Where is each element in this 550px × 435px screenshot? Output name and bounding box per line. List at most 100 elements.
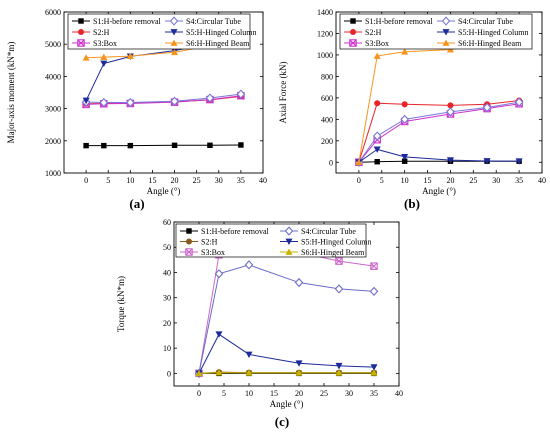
x-tick-label: 0 [357, 176, 361, 185]
data-point [446, 157, 454, 164]
panel-label: (b) [404, 196, 420, 211]
legend-box [67, 13, 251, 50]
series-line [358, 103, 520, 163]
series-line [358, 31, 520, 163]
legend-item: S3:Box [72, 39, 117, 48]
x-tick-label: 15 [148, 176, 156, 185]
y-tick-label: 50 [163, 243, 171, 252]
y-tick-label: 800 [321, 72, 333, 81]
series-group [195, 369, 378, 377]
legend-label: S3:Box [201, 248, 225, 257]
data-point [482, 102, 492, 113]
series-line [198, 333, 375, 374]
data-point [170, 96, 179, 106]
data-point [401, 48, 409, 55]
plot-frame [173, 221, 400, 387]
y-tick-label: 1000 [317, 51, 333, 60]
data-point [369, 286, 379, 297]
data-point [335, 369, 343, 376]
chart-panel: 0 5 10 15 20 25 30 35 40 0 10 20 30 40 50 60 Angle (°) To… [116, 218, 403, 409]
x-tick-label: 20 [446, 176, 454, 185]
x-tick-label: 40 [538, 176, 546, 185]
legend-marker [185, 248, 193, 256]
legend-item: S1:H-before removal [72, 17, 162, 26]
data-point [373, 146, 381, 153]
x-axis-title: Angle (°) [147, 186, 181, 196]
legend-label: S1:H-before removal [365, 17, 434, 26]
y-tick-label: 1400 [317, 8, 333, 17]
legend-marker [349, 39, 357, 47]
y-tick-label: 0 [167, 369, 171, 378]
legend-marker [170, 39, 178, 46]
data-point [446, 107, 455, 117]
x-tick-label: 5 [106, 176, 110, 185]
x-tick-label: 5 [222, 389, 226, 398]
legend-label: S6:H-Hinged Beam [186, 39, 250, 48]
legend-label: S5:H-Hinged Column [301, 238, 371, 247]
data-point [515, 158, 523, 165]
legend-item: S1:H-before removal [344, 17, 434, 26]
y-axis-title: Major-axis moment (kN*m) [6, 42, 16, 144]
data-point [171, 48, 179, 56]
y-tick-label: 400 [321, 115, 333, 124]
data-point [127, 142, 134, 149]
data-point [400, 114, 409, 124]
x-tick-label: 30 [492, 176, 500, 185]
x-tick-label: 20 [171, 176, 179, 185]
panel-label: (a) [129, 196, 144, 211]
chart-panel: 0 5 10 15 20 25 30 35 40 1000 2000 3000 4000 5000 6000… [6, 8, 267, 196]
y-tick-label: 0 [329, 158, 333, 167]
series-group [355, 146, 523, 166]
x-tick-label: 15 [270, 389, 278, 398]
x-tick-label: 10 [126, 176, 134, 185]
data-point [295, 360, 303, 367]
y-tick-label: 10 [163, 344, 171, 353]
y-tick-label: 60 [163, 218, 171, 227]
data-point [245, 351, 253, 358]
legend-item: S3:Box [180, 248, 225, 257]
data-point [101, 142, 107, 149]
legend-label: S2:H [93, 28, 110, 37]
data-point [401, 154, 409, 161]
legend-item: S4:Circular Tube [437, 16, 513, 26]
data-point [82, 97, 90, 105]
data-point [205, 93, 215, 103]
y-tick-label: 4000 [45, 72, 61, 81]
legend-label: S5:H-Hinged Column [186, 28, 256, 37]
series-group [355, 100, 523, 167]
data-point [195, 369, 203, 377]
y-tick-label: 1000 [45, 169, 61, 178]
data-point [334, 284, 344, 294]
x-axis-title: Angle (°) [270, 399, 304, 409]
chart-panel: 0 5 10 15 20 25 30 35 40020040060080010001200140… [278, 8, 546, 196]
data-point [236, 89, 246, 99]
legend-label: S1:H-before removal [201, 227, 270, 236]
legend-item: S2:H [180, 238, 218, 247]
legend-marker [441, 16, 451, 26]
plot-frame [335, 11, 543, 174]
data-point [100, 60, 108, 68]
x-tick-label: 30 [345, 389, 353, 398]
legend-marker [442, 29, 450, 36]
data-point [126, 97, 135, 108]
legend-item: S6:H-Hinged Beam [165, 39, 250, 48]
x-tick-label: 5 [380, 176, 384, 185]
legend-label: S4:Circular Tube [458, 17, 513, 26]
legend-marker [170, 29, 178, 36]
data-point [171, 142, 178, 149]
x-tick-label: 15 [424, 176, 432, 185]
y-tick-label: 2000 [45, 137, 61, 146]
series-line [358, 148, 520, 163]
series-line [358, 101, 520, 163]
x-tick-label: 40 [259, 176, 267, 185]
y-tick-label: 600 [321, 94, 333, 103]
legend-label: S4:Circular Tube [301, 227, 356, 236]
series-line [358, 100, 520, 163]
x-tick-label: 25 [469, 176, 477, 185]
data-point [335, 257, 343, 265]
x-tick-label: 25 [193, 176, 201, 185]
legend-item: S4:Circular Tube [165, 16, 241, 26]
data-point [370, 262, 378, 270]
legend-marker [186, 228, 192, 234]
